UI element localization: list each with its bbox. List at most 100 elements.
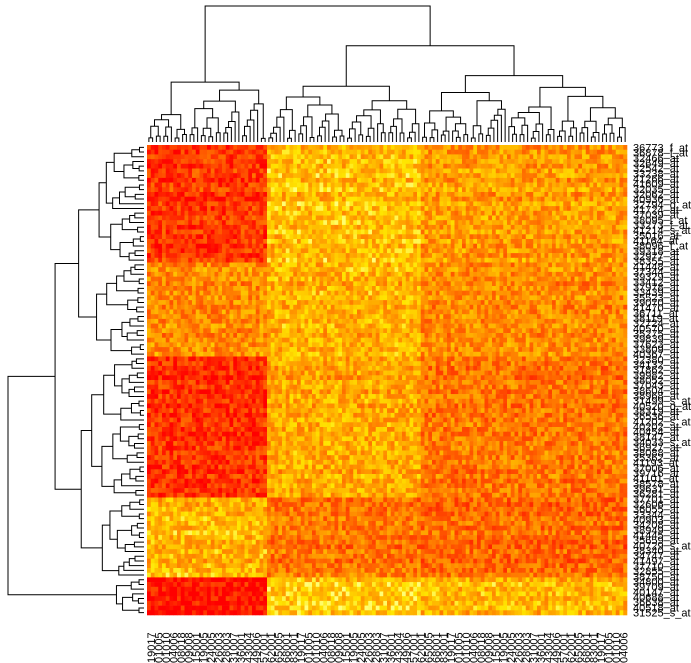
heatmap-cell (612, 168, 617, 174)
heatmap-cell (330, 286, 335, 291)
heatmap-cell (417, 290, 422, 296)
heatmap-cell (334, 215, 339, 221)
heatmap-cell (319, 149, 324, 155)
heatmap-cell (480, 290, 485, 296)
heatmap-cell (319, 206, 324, 212)
heatmap-cell (537, 309, 542, 315)
heatmap-cell (222, 206, 227, 212)
heatmap-cell (319, 168, 324, 174)
heatmap-cell (612, 173, 617, 179)
heatmap-cell (488, 196, 493, 202)
heatmap-cell (518, 276, 523, 282)
heatmap-cell (327, 154, 332, 160)
heatmap-cell (334, 206, 339, 212)
heatmap-cell (409, 248, 414, 254)
heatmap-cell (289, 182, 294, 188)
heatmap-cell (604, 168, 609, 174)
heatmap-cell (495, 163, 500, 169)
heatmap-cell (379, 196, 384, 202)
heatmap-cell (274, 243, 279, 249)
heatmap-cell (342, 267, 347, 273)
heatmap-cell (402, 276, 407, 282)
heatmap-cell (495, 206, 500, 212)
heatmap-cell (529, 196, 534, 202)
heatmap-cell (447, 163, 452, 169)
heatmap-cell (192, 309, 197, 315)
heatmap-cell (255, 271, 260, 277)
heatmap-cell (252, 318, 257, 324)
heatmap-cell (297, 234, 302, 240)
dendrogram-branch (134, 264, 144, 271)
heatmap-cell (495, 201, 500, 207)
heatmap-cell (173, 281, 178, 287)
heatmap-cell (342, 271, 347, 277)
heatmap-cell (559, 229, 564, 235)
heatmap-cell (147, 149, 152, 155)
heatmap-cell (379, 276, 384, 282)
heatmap-cell (514, 304, 519, 310)
heatmap-cell (285, 300, 290, 306)
heatmap-cell (428, 177, 433, 183)
heatmap-cell (529, 145, 534, 150)
heatmap-cell (417, 163, 422, 169)
heatmap-cell (443, 220, 448, 226)
heatmap-cell (312, 286, 317, 291)
heatmap-cell (158, 206, 163, 212)
heatmap-cell (484, 253, 489, 259)
heatmap-cell (177, 206, 182, 212)
heatmap-cell (214, 220, 219, 226)
heatmap-cell (210, 220, 215, 226)
heatmap-cell (559, 276, 564, 282)
heatmap-cell (552, 239, 557, 244)
heatmap-cell (405, 239, 410, 244)
heatmap-cell (492, 173, 497, 179)
heatmap-cell (604, 286, 609, 291)
heatmap-cell (225, 210, 230, 216)
heatmap-cell (312, 159, 317, 165)
heatmap-cell (203, 206, 208, 212)
heatmap-cell (402, 281, 407, 287)
heatmap-cell (274, 304, 279, 310)
heatmap-cell (458, 159, 463, 165)
heatmap-cell (274, 300, 279, 306)
heatmap-cell (582, 309, 587, 315)
heatmap-cell (435, 182, 440, 188)
heatmap-cell (507, 182, 512, 188)
heatmap-cell (570, 159, 575, 165)
heatmap-cell (278, 145, 283, 150)
heatmap-cell (544, 206, 549, 212)
heatmap-cell (454, 168, 459, 174)
heatmap-cell (282, 300, 287, 306)
heatmap-cell (372, 271, 377, 277)
heatmap-cell (372, 201, 377, 207)
heatmap-cell (360, 229, 365, 235)
heatmap-cell (417, 239, 422, 244)
heatmap-cell (458, 290, 463, 296)
heatmap-cell (199, 187, 204, 193)
heatmap-cell (165, 267, 170, 273)
heatmap-cell (540, 192, 545, 197)
heatmap-cell (432, 281, 437, 287)
heatmap-cell (207, 187, 212, 193)
heatmap-cell (462, 290, 467, 296)
heatmap-cell (402, 168, 407, 174)
dendrogram-branch (137, 433, 144, 440)
heatmap-cell (357, 286, 362, 291)
heatmap-cell (192, 276, 197, 282)
heatmap-cell (608, 173, 613, 179)
heatmap-cell (282, 229, 287, 235)
heatmap-cell (278, 154, 283, 160)
heatmap-cell (263, 177, 268, 183)
heatmap-cell (349, 276, 354, 282)
heatmap-cell (402, 271, 407, 277)
heatmap-cell (218, 182, 223, 188)
heatmap-cell (458, 253, 463, 259)
heatmap-cell (510, 304, 515, 310)
heatmap-cell (537, 149, 542, 155)
heatmap-cell (507, 224, 512, 230)
heatmap-cell (195, 215, 200, 221)
heatmap-cell (364, 154, 369, 160)
heatmap-cell (525, 257, 530, 263)
heatmap-cell (473, 192, 478, 197)
heatmap-cell (394, 300, 399, 306)
